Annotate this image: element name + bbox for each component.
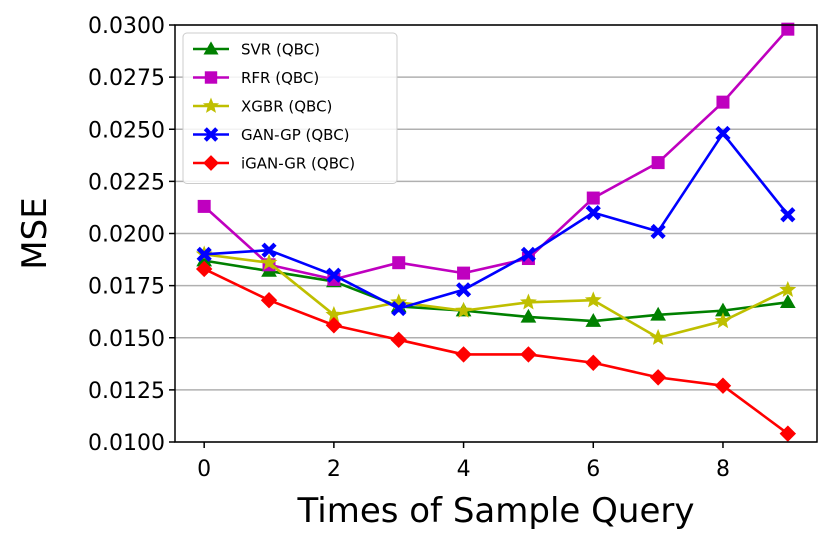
data-point	[779, 280, 797, 297]
legend-label: RFR (QBC)	[241, 69, 319, 87]
legend-label: SVR (QBC)	[241, 41, 320, 59]
series-xgbr-qbc	[195, 245, 797, 345]
legend-item: RFR (QBC)	[193, 69, 319, 87]
data-point	[392, 256, 406, 270]
legend-item: SVR (QBC)	[193, 41, 320, 59]
x-tick-label: 6	[586, 457, 600, 482]
data-point	[650, 306, 666, 321]
data-point	[649, 369, 667, 386]
data-point	[520, 246, 537, 262]
data-point	[779, 294, 796, 309]
data-point	[520, 346, 537, 363]
data-point	[714, 377, 732, 394]
legend-label: iGAN-GR (QBC)	[241, 155, 355, 173]
data-point	[781, 22, 795, 36]
legend-item: GAN-GP (QBC)	[193, 126, 350, 144]
legend-label: XGBR (QBC)	[241, 98, 332, 116]
data-point	[779, 425, 797, 442]
data-point	[584, 291, 602, 308]
y-axis-label: MSE	[15, 197, 55, 269]
series-layer	[195, 22, 797, 442]
data-point	[326, 267, 342, 283]
data-point	[585, 354, 602, 371]
data-point	[586, 191, 600, 205]
data-point	[196, 246, 212, 262]
data-point	[650, 223, 666, 240]
legend-marker	[204, 71, 218, 84]
legend-marker	[203, 155, 219, 171]
data-point	[455, 282, 472, 298]
y-tick-label: 0.0200	[88, 223, 165, 248]
data-point	[260, 253, 278, 270]
data-point	[585, 313, 602, 327]
series-line	[204, 132, 789, 310]
series-line	[203, 28, 789, 281]
data-point	[325, 317, 343, 334]
x-tick-label: 0	[197, 457, 211, 482]
legend-marker	[203, 41, 219, 55]
data-point	[455, 301, 472, 318]
legend-marker	[202, 97, 220, 113]
legend-item: XGBR (QBC)	[193, 98, 332, 116]
data-point	[649, 328, 667, 345]
data-point	[716, 95, 730, 109]
y-tick-label: 0.0100	[88, 431, 165, 456]
axis-ticks: 0.0100 0.0125 0.0150 0.0175 0.0200 0.0225 0.02…	[88, 14, 730, 482]
series-igan-gr-qbc	[195, 260, 797, 442]
legend-box	[182, 32, 398, 184]
data-point	[520, 308, 537, 323]
legend-item: iGAN-GR (QBC)	[193, 155, 355, 173]
data-point	[195, 260, 213, 278]
data-point	[457, 266, 471, 280]
legend-label: GAN-GP (QBC)	[241, 126, 350, 144]
data-point	[260, 292, 278, 309]
data-point	[780, 207, 796, 223]
x-tick-label: 4	[457, 457, 471, 482]
y-tick-label: 0.0125	[88, 379, 165, 404]
y-tick-label: 0.0175	[88, 275, 165, 300]
data-point	[391, 300, 407, 317]
data-point	[715, 125, 731, 142]
data-point	[585, 205, 601, 221]
data-point	[261, 242, 277, 258]
data-point	[651, 156, 665, 170]
y-tick-label: 0.0150	[88, 327, 165, 352]
y-tick-label: 0.0225	[88, 170, 165, 195]
legend-marker	[203, 127, 219, 142]
series-line	[203, 267, 789, 435]
x-tick-label: 8	[716, 457, 730, 482]
series-gan-gp-qbc	[196, 125, 796, 317]
y-tick-label: 0.0250	[88, 118, 165, 143]
data-point	[455, 346, 472, 363]
y-tick-label: 0.0300	[88, 14, 165, 39]
y-tick-label: 0.0275	[88, 66, 165, 91]
data-point	[520, 293, 537, 310]
series-line	[203, 259, 788, 323]
data-point	[714, 312, 732, 329]
data-point	[197, 199, 211, 213]
x-tick-label: 2	[327, 457, 341, 482]
x-axis-label: Times of Sample Query	[297, 491, 695, 531]
series-line	[204, 253, 789, 340]
legend: SVR (QBC) RFR (QBC) XGBR (QBC) GAN-GP (QBC)…	[182, 32, 398, 184]
data-point	[390, 331, 407, 349]
